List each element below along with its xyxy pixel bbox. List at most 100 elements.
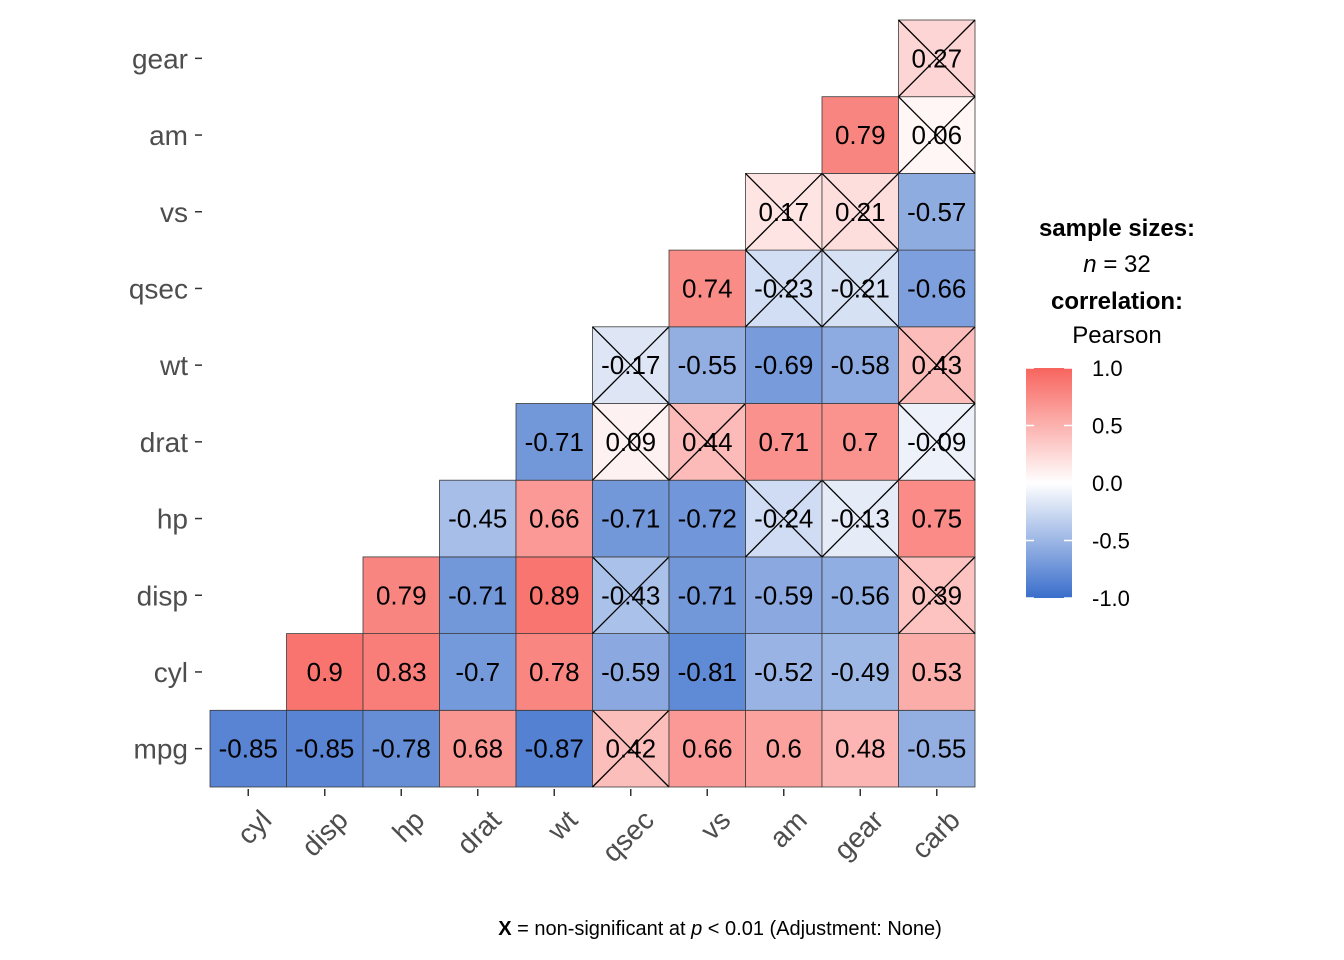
nonsignificant-cross-line [592, 403, 670, 481]
cell-mpg-vs: 0.66 [668, 709, 746, 788]
cell-value-label: -0.87 [525, 734, 584, 764]
heatmap-cell [821, 326, 899, 404]
cell-qsec-carb: -0.66 [898, 249, 976, 328]
cell-value-label: -0.23 [754, 273, 813, 303]
cell-drat-qsec: 0.09 [592, 403, 670, 481]
heatmap-cell [898, 249, 976, 328]
x-axis-label-vs: vs [695, 804, 737, 846]
cell-value-label: -0.66 [907, 273, 966, 303]
cell-value-label: -0.09 [907, 427, 966, 457]
y-axis-label-mpg: mpg [134, 734, 188, 765]
y-axis-label-qsec: qsec [129, 273, 188, 304]
legend-tick-label: -1.0 [1092, 586, 1130, 611]
nonsignificant-cross-line [821, 479, 899, 558]
cell-value-label: -0.17 [601, 350, 660, 380]
cell-value-label: 0.21 [835, 197, 886, 227]
cell-value-label: -0.21 [831, 273, 890, 303]
x-axis-label-carb: carb [905, 804, 965, 864]
cell-mpg-gear: 0.48 [821, 709, 899, 788]
cell-value-label: -0.56 [831, 580, 890, 610]
cell-qsec-vs: 0.74 [668, 249, 746, 328]
cell-disp-vs: -0.71 [668, 556, 746, 635]
cell-mpg-am: 0.6 [745, 709, 823, 788]
cell-hp-carb: 0.75 [898, 479, 976, 558]
legend-ticks: 1.0 0.5 0.0 -0.5 -1.0 [1026, 356, 1130, 611]
cell-disp-hp: 0.79 [362, 556, 440, 635]
nonsignificant-cross-line [745, 479, 823, 558]
x-axis-label-hp: hp [386, 804, 430, 848]
nonsignificant-cross-line [745, 249, 823, 328]
y-axis-label-wt: wt [159, 350, 188, 381]
x-axis-label-cyl: cyl [231, 804, 277, 850]
cell-disp-carb: 0.39 [898, 556, 976, 635]
legend-n-text: = 32 [1097, 251, 1151, 278]
x-axis-label-drat: drat [451, 804, 507, 860]
cell-vs-carb: -0.57 [898, 172, 976, 251]
cell-am-carb: 0.06 [898, 96, 976, 174]
cell-wt-carb: 0.43 [898, 326, 976, 404]
cell-hp-vs: -0.72 [668, 479, 746, 558]
heatmap-cell [745, 633, 823, 711]
cell-value-label: 0.44 [682, 427, 733, 457]
cell-value-label: 0.27 [911, 43, 962, 73]
cell-value-label: -0.49 [831, 657, 890, 687]
nonsignificant-cross-line [668, 403, 746, 481]
legend-method: Pearson [1072, 322, 1161, 349]
nonsignificant-cross-line [821, 249, 899, 328]
cell-qsec-gear: -0.21 [821, 249, 899, 328]
nonsignificant-cross-line [898, 556, 976, 635]
cell-value-label: 0.48 [835, 734, 886, 764]
cell-wt-am: -0.69 [745, 326, 823, 404]
heatmap-cell [592, 479, 670, 558]
cell-drat-vs: 0.44 [668, 403, 746, 481]
cell-cyl-drat: -0.7 [439, 633, 517, 711]
heatmap-cell [439, 556, 517, 635]
cell-value-label: -0.85 [219, 734, 278, 764]
heatmap-cell [286, 709, 364, 788]
cell-value-label: -0.78 [372, 734, 431, 764]
heatmap-cell [745, 556, 823, 635]
cell-cyl-wt: 0.78 [515, 633, 593, 711]
cell-am-gear: 0.79 [821, 96, 899, 174]
x-axis-label-gear: gear [828, 804, 890, 866]
cell-cyl-vs: -0.81 [668, 633, 746, 711]
legend-tick-label: 1.0 [1092, 356, 1123, 381]
cell-value-label: -0.69 [754, 350, 813, 380]
cell-qsec-am: -0.23 [745, 249, 823, 328]
cell-value-label: -0.24 [754, 504, 813, 534]
cell-hp-wt: 0.66 [515, 479, 593, 558]
cell-mpg-wt: -0.87 [515, 709, 593, 788]
cell-value-label: 0.17 [758, 197, 809, 227]
cell-value-label: 0.68 [452, 734, 503, 764]
y-axis: mpg cyl disp hp drat wt qsec vs am gear [129, 43, 202, 765]
legend: sample sizes: n = 32 correlation: Pearso… [1026, 215, 1195, 611]
cell-disp-drat: -0.71 [439, 556, 517, 635]
heatmap-cell [515, 479, 593, 558]
y-axis-label-cyl: cyl [154, 657, 188, 688]
cell-value-label: 0.66 [682, 734, 733, 764]
y-axis-label-disp: disp [137, 580, 188, 611]
heatmap-cell [898, 633, 976, 711]
y-axis-label-hp: hp [157, 504, 188, 535]
cell-wt-gear: -0.58 [821, 326, 899, 404]
x-axis-label-wt: wt [541, 804, 584, 847]
nonsignificant-cross-line [821, 172, 899, 251]
cell-drat-carb: -0.09 [898, 403, 976, 481]
y-axis-label-gear: gear [132, 43, 188, 74]
y-axis-label-vs: vs [160, 197, 188, 228]
cell-value-label: 0.83 [376, 657, 427, 687]
cell-gear-carb: 0.27 [898, 19, 976, 98]
nonsignificant-cross-line [745, 172, 823, 251]
cell-value-label: 0.71 [758, 427, 809, 457]
cell-mpg-hp: -0.78 [362, 709, 440, 788]
y-axis-label-drat: drat [140, 427, 188, 458]
heatmap-cell [821, 96, 899, 174]
legend-tick-label: -0.5 [1092, 529, 1130, 554]
cell-disp-gear: -0.56 [821, 556, 899, 635]
cell-cyl-gear: -0.49 [821, 633, 899, 711]
cell-drat-am: 0.71 [745, 403, 823, 481]
heatmap-cell [668, 479, 746, 558]
heatmap-cell [439, 709, 517, 788]
cell-hp-qsec: -0.71 [592, 479, 670, 558]
cell-value-label: 0.53 [911, 657, 962, 687]
